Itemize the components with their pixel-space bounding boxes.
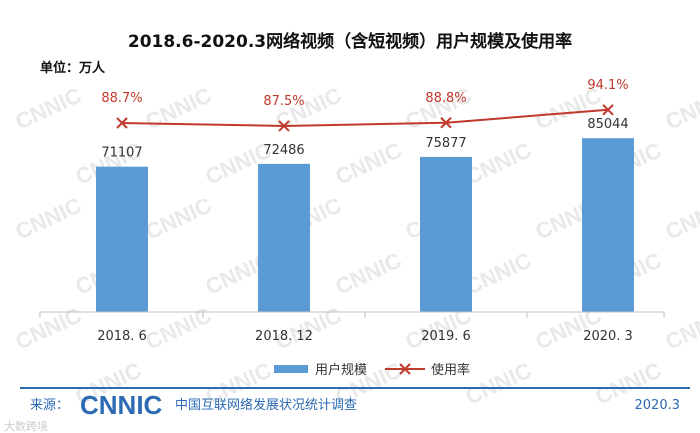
- cnnic-logo: CNNIC: [80, 390, 163, 420]
- watermark-text: CNNIC: [142, 302, 216, 354]
- rate-value-label: 87.5%: [263, 94, 304, 109]
- legend-line-label: 使用率: [431, 362, 470, 378]
- x-tick-labels: 2018. 6 2018. 12 2019. 6 2020. 3: [39, 312, 665, 344]
- watermark-text: CNNIC: [462, 247, 536, 299]
- watermark-text: CNNIC: [662, 82, 700, 134]
- bar: [96, 166, 148, 312]
- legend-bar-swatch: [274, 365, 308, 373]
- rate-marker: [602, 104, 614, 116]
- watermark-text: CNNIC: [462, 357, 536, 409]
- unit-label: 单位：万人: [40, 60, 106, 76]
- watermark-text: CNNIC: [142, 192, 216, 244]
- legend-bar-label: 用户规模: [315, 362, 367, 378]
- watermark-text: CNNIC: [332, 137, 406, 189]
- rate-line: [121, 108, 609, 127]
- rate-marker: [440, 117, 452, 129]
- rate-marker: [116, 117, 128, 129]
- bars-group: 71107 72486 75877 85044: [96, 117, 634, 312]
- chart-title: 2018.6-2020.3网络视频（含短视频）用户规模及使用率: [128, 31, 572, 52]
- bar: [582, 138, 634, 312]
- bar: [258, 163, 310, 312]
- bar-value-label: 75877: [425, 136, 466, 151]
- bar-value-label: 85044: [587, 117, 628, 132]
- rate-value-label: 88.8%: [425, 91, 466, 106]
- watermark-text: CNNIC: [12, 302, 86, 354]
- legend: 用户规模 使用率: [274, 362, 470, 378]
- watermark-text: CNNIC: [662, 192, 700, 244]
- footer-date: 2020.3: [635, 398, 681, 413]
- x-tick-label: 2018. 12: [255, 329, 313, 344]
- rate-value-label: 94.1%: [587, 78, 628, 93]
- watermark-text: CNNIC: [12, 82, 86, 134]
- watermark-text: CNNIC: [332, 247, 406, 299]
- watermark-text: CNNIC: [12, 192, 86, 244]
- x-tick-label: 2020. 3: [583, 329, 633, 344]
- rate-value-label: 88.7%: [101, 91, 142, 106]
- footer-org-name: 中国互联网络发展状况统计调查: [175, 397, 357, 413]
- footer-source-label: 来源：: [30, 398, 69, 413]
- bar-value-label: 71107: [101, 146, 142, 161]
- bar: [420, 156, 472, 312]
- rate-marker: [278, 120, 290, 132]
- x-tick-label: 2019. 6: [421, 329, 471, 344]
- watermark-text: CNNIC: [142, 82, 216, 134]
- rate-line-group: 88.7% 87.5% 88.8% 94.1%: [101, 78, 629, 132]
- bar-value-label: 72486: [263, 143, 304, 158]
- corner-watermark: 大数跨境: [4, 419, 48, 433]
- watermark-text: CNNIC: [662, 302, 700, 354]
- watermark-text: CNNIC: [462, 137, 536, 189]
- x-tick-label: 2018. 6: [97, 329, 147, 344]
